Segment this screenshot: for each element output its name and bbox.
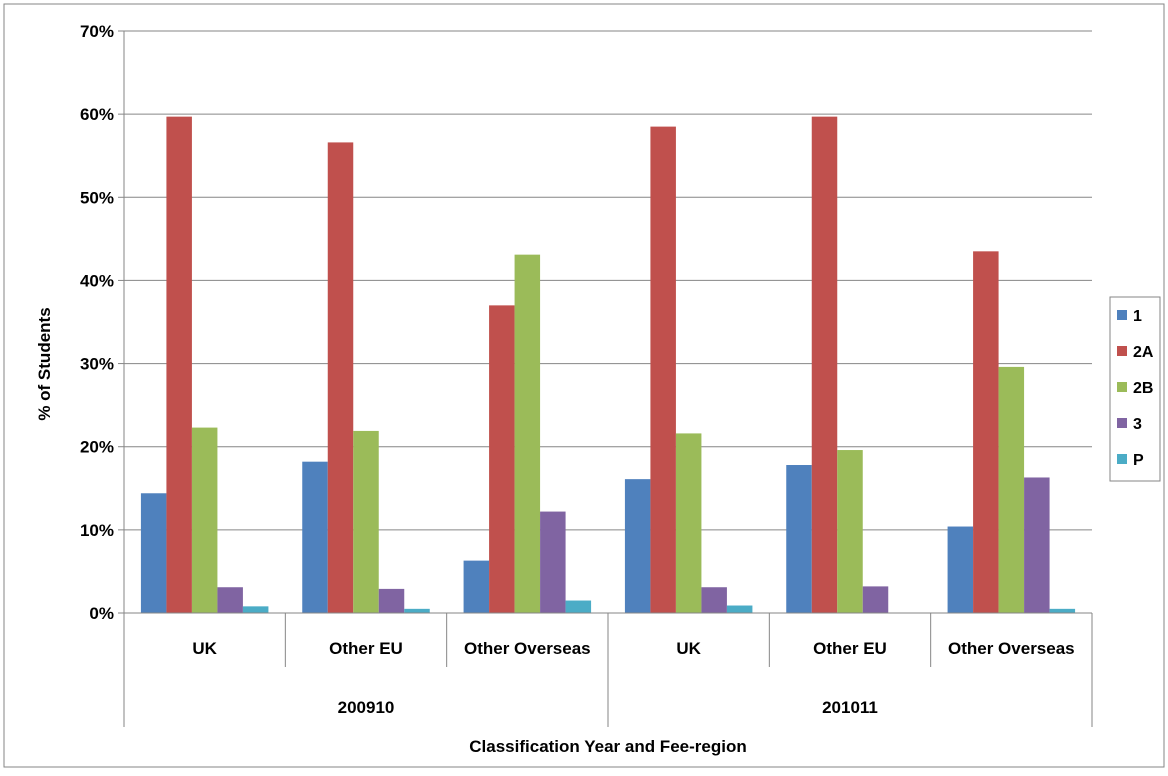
- bar-series-2B-cat-5: [998, 366, 1025, 613]
- y-tick-label: 50%: [80, 188, 114, 207]
- legend-swatch-2B: [1117, 382, 1127, 392]
- bar-series-2A-cat-3: [650, 126, 676, 614]
- y-tick-label: 0%: [89, 604, 114, 623]
- bar-series-2A-cat-5: [973, 251, 999, 613]
- legend-swatch-2A: [1117, 346, 1127, 356]
- y-axis-title: % of Students: [35, 307, 54, 420]
- bar-series-1-cat-2: [463, 560, 490, 613]
- bar-series-2B-cat-0: [191, 427, 218, 613]
- bar-series-1-cat-0: [140, 493, 167, 613]
- x-category-label: Other EU: [329, 639, 403, 658]
- y-tick-label: 30%: [80, 355, 114, 374]
- legend-swatch-P: [1117, 454, 1127, 464]
- bar-series-2A-cat-1: [327, 142, 354, 613]
- bar-series-3-cat-4: [862, 586, 889, 613]
- legend-swatch-1: [1117, 310, 1127, 320]
- bar-series-3-cat-1: [378, 588, 405, 613]
- y-tick-labels: 0% 10% 20% 30% 40% 50% 60% 70%: [80, 22, 114, 623]
- bar-series-1-cat-1: [302, 461, 328, 613]
- bar-series-P-cat-5: [1049, 608, 1076, 613]
- bar-series-1-cat-4: [786, 465, 812, 613]
- bar-series-2A-cat-4: [811, 116, 838, 613]
- legend-label: 1: [1133, 308, 1142, 325]
- legend-label: 3: [1133, 416, 1142, 433]
- bar-series-2B-cat-3: [675, 433, 702, 613]
- x-category-label: UK: [676, 639, 701, 658]
- x-category-label: Other Overseas: [464, 639, 591, 658]
- bar-series-P-cat-3: [726, 605, 753, 613]
- bar-series-1-cat-3: [624, 479, 651, 613]
- bar-series-2A-cat-0: [166, 116, 192, 613]
- bars: [140, 116, 1076, 614]
- x-category-label: UK: [192, 639, 217, 658]
- legend: 1 2A 2B 3 P: [1109, 296, 1161, 482]
- x-group-label: 200910: [338, 698, 395, 717]
- y-tick-label: 10%: [80, 521, 114, 540]
- x-group-labels: 200910 201011: [338, 698, 878, 717]
- bar-series-2A-cat-2: [489, 305, 515, 613]
- legend-swatch-3: [1117, 418, 1127, 428]
- bar-series-P-cat-2: [565, 600, 592, 613]
- legend-label: 2B: [1133, 380, 1153, 397]
- gridlines: [124, 30, 1092, 531]
- x-axis-title: Classification Year and Fee-region: [469, 737, 746, 756]
- bar-series-2B-cat-2: [514, 254, 541, 613]
- chart-border: [3, 3, 1165, 768]
- y-tick-label: 70%: [80, 22, 114, 41]
- x-category-label: Other EU: [813, 639, 887, 658]
- bar-series-2B-cat-1: [353, 430, 379, 613]
- legend-label: P: [1133, 452, 1144, 469]
- x-group-label: 201011: [822, 698, 878, 717]
- bar-series-P-cat-1: [404, 608, 430, 613]
- y-tick-label: 40%: [80, 271, 114, 290]
- x-category-labels: UK Other EU Other Overseas UK Other EU Other …: [192, 639, 1074, 658]
- bar-series-2B-cat-4: [837, 450, 863, 613]
- bar-series-3-cat-5: [1024, 477, 1050, 613]
- y-tick-label: 20%: [80, 438, 114, 457]
- bar-series-3-cat-0: [217, 587, 243, 613]
- legend-label: 2A: [1133, 344, 1154, 361]
- bar-series-3-cat-3: [701, 587, 727, 613]
- axes: [118, 30, 1093, 727]
- y-tick-label: 60%: [80, 105, 114, 124]
- x-category-label: Other Overseas: [948, 639, 1075, 658]
- bar-series-P-cat-0: [242, 606, 269, 613]
- bar-series-1-cat-5: [947, 526, 974, 613]
- bar-series-3-cat-2: [540, 511, 566, 613]
